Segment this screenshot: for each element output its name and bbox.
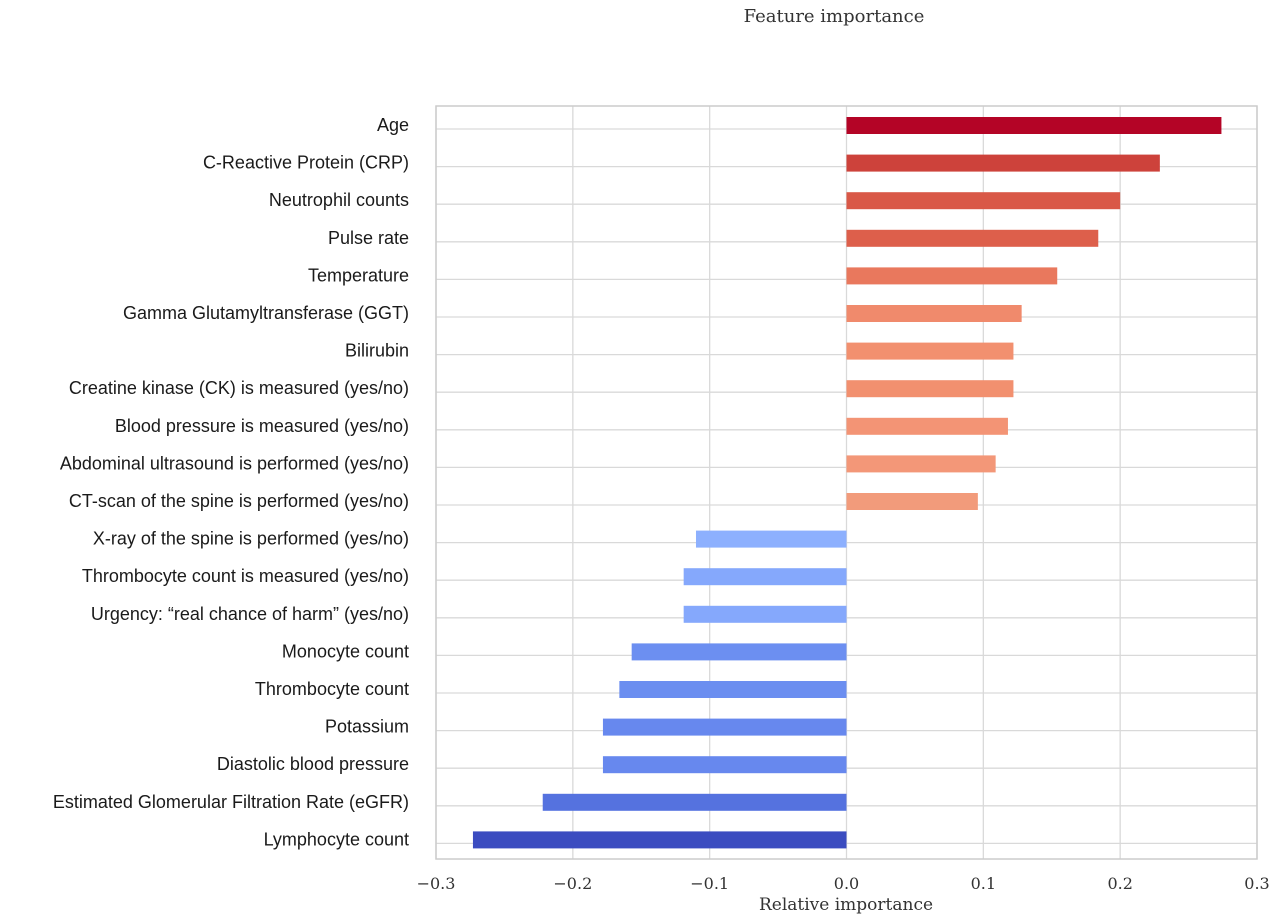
category-label: CT-scan of the spine is performed (yes/n… <box>69 491 409 511</box>
category-label: Urgency: “real chance of harm” (yes/no) <box>91 604 409 624</box>
x-tick-label: −0.3 <box>417 874 456 893</box>
category-label: Diastolic blood pressure <box>217 754 409 774</box>
bar <box>846 154 1160 172</box>
bar <box>846 342 1014 360</box>
x-tick-label: 0.0 <box>834 874 859 893</box>
bar <box>602 718 847 736</box>
bar <box>619 681 847 698</box>
category-label: Thrombocyte count is measured (yes/no) <box>82 566 409 586</box>
bar <box>846 267 1058 285</box>
bar <box>683 605 847 623</box>
bar <box>846 192 1121 210</box>
category-label: X-ray of the spine is performed (yes/no) <box>93 529 409 549</box>
x-axis-label: Relative importance <box>759 895 933 915</box>
x-tick-label: 0.1 <box>971 874 996 893</box>
category-label: Monocyte count <box>282 641 409 661</box>
category-label: Potassium <box>325 717 409 737</box>
category-label: Pulse rate <box>328 228 409 248</box>
x-tick-label: 0.2 <box>1107 874 1132 893</box>
category-label: C-Reactive Protein (CRP) <box>203 153 409 173</box>
x-tick-label: −0.2 <box>553 874 592 893</box>
bar <box>472 831 847 849</box>
category-label: Thrombocyte count <box>255 679 409 699</box>
grid-layer <box>435 106 1258 859</box>
category-label: Gamma Glutamyltransferase (GGT) <box>123 303 409 323</box>
category-label: Temperature <box>308 265 409 285</box>
bar <box>683 568 847 586</box>
x-tick-label: −0.1 <box>690 874 729 893</box>
bar <box>846 380 1014 398</box>
category-label-layer: Age C-Reactive Protein (CRP) Neutrophil co… <box>53 115 409 849</box>
category-label: Age <box>377 115 409 135</box>
bar <box>602 756 847 774</box>
bar <box>846 417 1008 435</box>
x-tick-label: 0.3 <box>1244 874 1269 893</box>
category-label: Lymphocyte count <box>264 829 409 849</box>
x-tick-layer: −0.3 −0.2 −0.1 0.0 0.1 0.2 0.3 <box>417 874 1270 893</box>
bar <box>631 643 847 661</box>
bar <box>846 229 1099 247</box>
category-label: Abdominal ultrasound is performed (yes/n… <box>60 453 409 473</box>
bar-layer <box>472 117 1222 849</box>
bar <box>846 455 996 473</box>
plot-frame <box>435 105 1258 860</box>
bar <box>542 793 847 811</box>
bar <box>695 530 847 548</box>
category-label: Bilirubin <box>345 341 409 361</box>
chart-title: Feature importance <box>744 6 925 27</box>
bar <box>846 305 1022 322</box>
category-label: Estimated Glomerular Filtration Rate (eG… <box>53 792 409 812</box>
bar <box>846 493 978 510</box>
bar <box>846 117 1222 134</box>
category-label: Creatine kinase (CK) is measured (yes/no… <box>69 378 409 398</box>
category-label: Neutrophil counts <box>269 190 409 210</box>
category-label: Blood pressure is measured (yes/no) <box>115 416 409 436</box>
